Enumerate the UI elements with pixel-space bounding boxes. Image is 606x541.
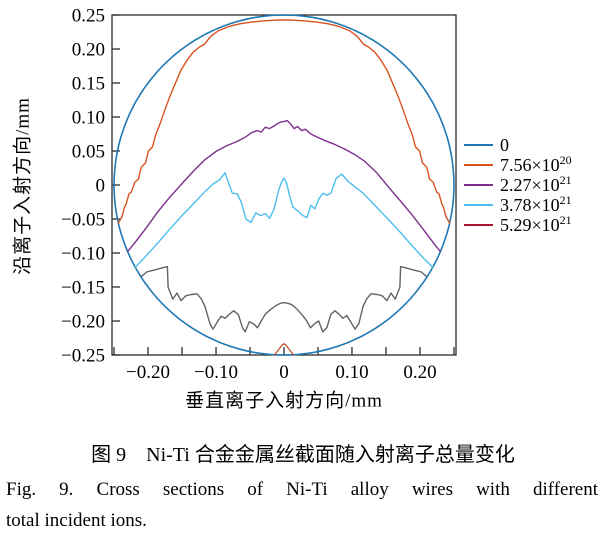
y-tick-label: 0.10: [72, 108, 105, 129]
y-tick-label: −0.15: [61, 278, 105, 299]
legend-label: 5.29×1021: [500, 213, 572, 235]
y-tick-label: −0.05: [61, 210, 105, 231]
series-7.56×10^20: [117, 19, 451, 224]
caption-english-line1: Fig. 9. Cross sections of Ni-Ti alloy wi…: [6, 479, 598, 500]
caption-english: Fig. 9. Cross sections of Ni-Ti alloy wi…: [6, 474, 598, 536]
legend-item: 3.78×1021: [464, 193, 572, 215]
series-0: [113, 14, 455, 356]
y-axis-title: 沿离子入射方向/mm: [12, 97, 34, 275]
x-tick-label: 0: [279, 362, 289, 383]
y-tick-label: 0.20: [72, 40, 105, 61]
x-tick-label: −0.10: [194, 362, 238, 383]
legend-item: 5.29×1021: [464, 213, 572, 235]
caption-chinese: 图 9 Ni-Ti 合金金属丝截面随入射离子总量变化: [91, 444, 515, 466]
y-tick-label: 0: [96, 176, 106, 197]
x-tick-label: 0.20: [403, 362, 436, 383]
y-tick-label: 0.15: [72, 74, 105, 95]
legend-swatch-line: [464, 184, 493, 186]
y-tick-label: −0.20: [61, 312, 105, 333]
legend: 0 7.56×1020 2.27×1021 3.78×1021 5.29×102…: [464, 135, 572, 235]
y-tick-label: −0.25: [61, 346, 105, 367]
legend-label: 0: [500, 135, 509, 155]
x-tick-label: 0.10: [335, 362, 368, 383]
chart-plot: 0.25 0.20 0.15 0.10 0.05 0 −0.05 −0.10 −0.15 −0.2…: [61, 6, 457, 383]
series-5.29×10^21: [273, 343, 295, 356]
y-tick-label: 0.25: [72, 6, 105, 27]
legend-item: 0: [464, 135, 572, 155]
legend-swatch-line: [464, 204, 493, 206]
y-tick-label: −0.10: [61, 244, 105, 265]
legend-label: 7.56×1020: [500, 153, 572, 175]
caption-english-line2: total incident ions.: [6, 510, 147, 531]
legend-item: 2.27×1021: [464, 173, 572, 195]
x-tick-label: −0.20: [126, 362, 170, 383]
y-tick-label: 0.05: [72, 142, 105, 163]
legend-swatch-line: [464, 224, 493, 226]
legend-label: 3.78×1021: [500, 193, 572, 215]
series-unlabeled (gray): [140, 265, 428, 333]
legend-label: 2.27×1021: [500, 173, 572, 195]
x-axis-title: 垂直离子入射方向/mm: [185, 390, 383, 412]
legend-swatch-line: [464, 164, 493, 166]
legend-item: 7.56×1020: [464, 153, 572, 175]
legend-swatch-line: [464, 144, 493, 146]
series-2.27×10^21: [126, 119, 442, 253]
series-3.78×10^21: [134, 172, 434, 268]
